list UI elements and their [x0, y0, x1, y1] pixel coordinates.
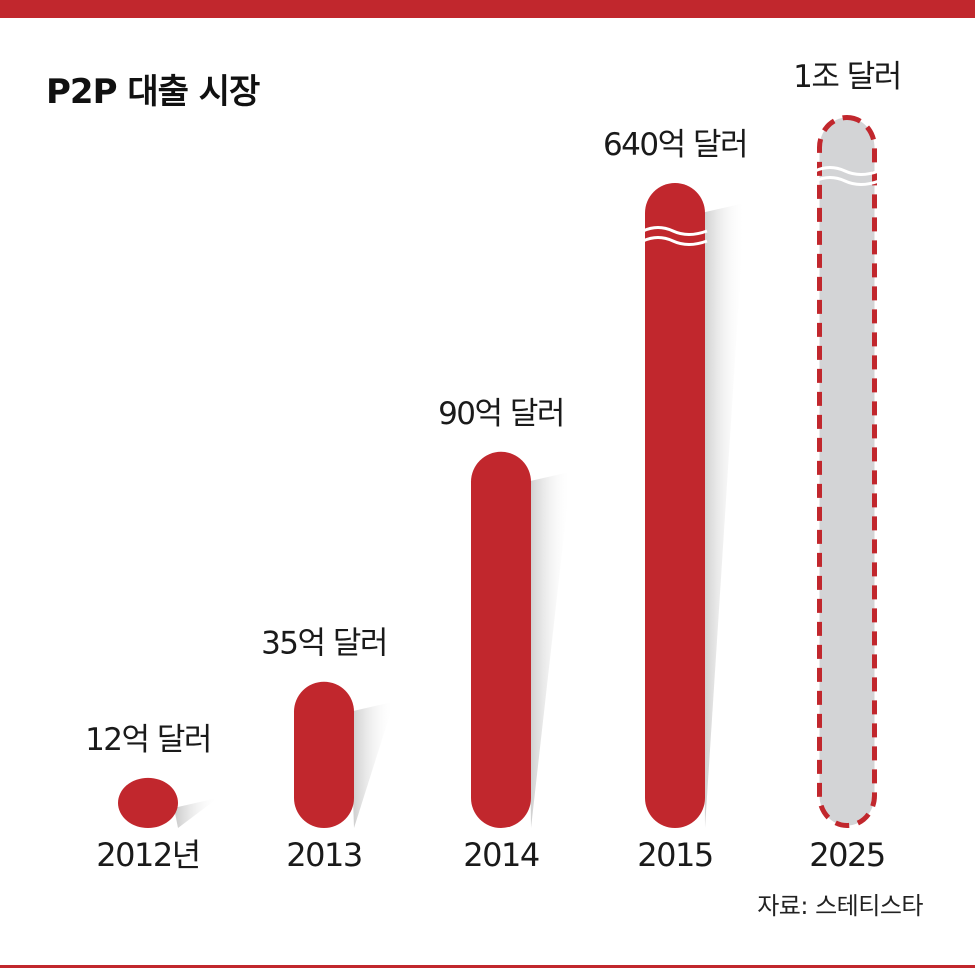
axis-break-line [642, 236, 708, 246]
value-label: 1조 달러 [793, 59, 901, 95]
value-label: 35억 달러 [261, 626, 387, 662]
top-rule [0, 0, 975, 18]
bar-shadow [174, 797, 218, 828]
category-label: 2025 [809, 836, 884, 874]
category-label: 2012년 [96, 836, 199, 874]
axis-break-line [814, 176, 880, 186]
bar-shadow [350, 701, 394, 828]
axis-break-line [814, 166, 880, 176]
category-label: 2015 [637, 836, 712, 874]
bar-shadow [701, 203, 745, 828]
source-note: 자료: 스테티스타 [757, 892, 923, 920]
bar-4 [817, 115, 877, 828]
axis-break-line [642, 226, 708, 236]
chart-title: P2P 대출 시장 [46, 72, 260, 112]
bar-3 [645, 183, 705, 828]
value-label: 12억 달러 [85, 722, 211, 758]
category-label: 2014 [463, 836, 539, 874]
bar-1 [294, 681, 354, 828]
bar-0 [118, 777, 178, 828]
value-label: 90억 달러 [438, 396, 564, 432]
bar-2 [471, 451, 531, 828]
value-label: 640억 달러 [603, 127, 747, 163]
category-label: 2013 [286, 836, 361, 874]
bottom-rule [0, 965, 975, 968]
bar-shadow [527, 471, 571, 828]
